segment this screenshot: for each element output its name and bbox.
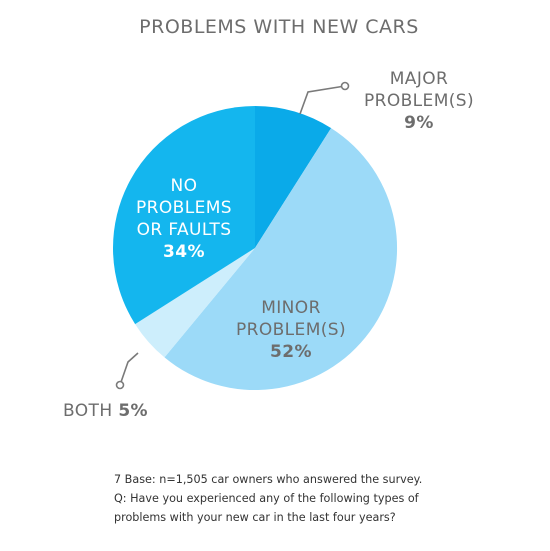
chart-title: PROBLEMS WITH NEW CARS: [139, 16, 419, 38]
pie-slice-minor-problem-s: [164, 128, 398, 391]
label-major-problem-s-line: PROBLEM(S): [364, 91, 474, 111]
pie-slice-both: [135, 248, 255, 358]
label-both: BOTH 5%: [63, 401, 148, 421]
label-no-problems-or-faults-line: NO: [171, 176, 198, 196]
leader-both: [119, 352, 139, 386]
footnote-base: 7 Base: n=1,505 car owners who answered …: [114, 473, 423, 486]
pie-slice-major-problem-s: [255, 106, 332, 248]
label-minor-problem-s-value: 52%: [270, 342, 312, 362]
label-minor-problem-s-line: PROBLEM(S): [236, 320, 346, 340]
footnote: 7 Base: n=1,505 car owners who answered …: [114, 470, 544, 527]
leader-dot-major: [340, 81, 350, 91]
slice-labels: MAJORPROBLEM(S)9%MINORPROBLEM(S)52%BOTH …: [63, 69, 474, 421]
label-both-value: 5%: [118, 401, 148, 421]
leader-lines: [115, 81, 350, 390]
leader-major: [299, 85, 346, 115]
label-no-problems-or-faults-value: 34%: [163, 242, 205, 262]
leader-dot-both: [115, 380, 125, 390]
label-major-problem-s-value: 9%: [404, 113, 434, 133]
footnote-question-cont: problems with your new car in the last f…: [114, 511, 396, 524]
label-major-problem-s-line: MAJOR: [390, 69, 449, 89]
label-minor-problem-s-line: MINOR: [261, 298, 321, 318]
label-both-name: BOTH: [63, 401, 118, 421]
label-no-problems-or-faults-line: OR FAULTS: [137, 220, 232, 240]
label-no-problems-or-faults-line: PROBLEMS: [136, 198, 232, 218]
pie-slice-no-problems-or-faults: [113, 106, 255, 325]
footnote-question: Q: Have you experienced any of the follo…: [114, 492, 419, 505]
pie-slices: [113, 106, 398, 391]
